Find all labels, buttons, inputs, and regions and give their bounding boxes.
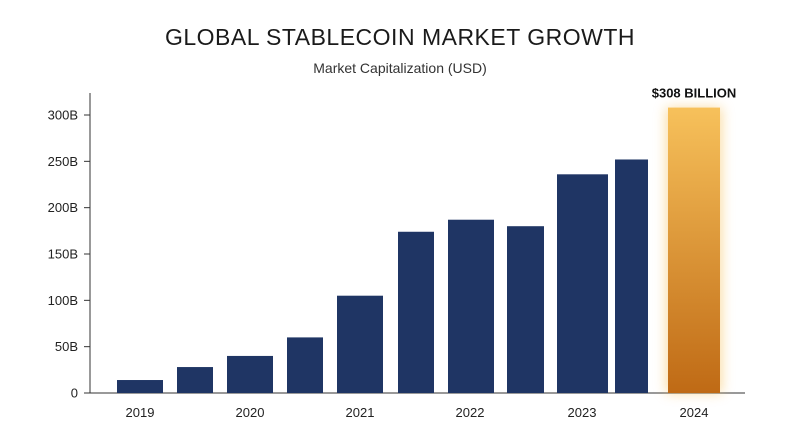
bar	[227, 355, 273, 393]
x-tick-label: 2022	[456, 405, 485, 420]
x-tick-label: 2023	[568, 405, 597, 420]
y-tick-label: 200B	[48, 200, 78, 215]
bar-annotation: $308 BILLION	[652, 86, 737, 101]
y-tick-label: 0	[71, 386, 78, 401]
y-tick-label: 250B	[48, 154, 78, 169]
bar	[615, 159, 648, 393]
bar-highlight	[668, 107, 720, 393]
chart-subtitle: Market Capitalization (USD)	[313, 60, 487, 76]
y-tick-label: 150B	[48, 247, 78, 262]
y-tick-label: 50B	[55, 339, 78, 354]
x-tick-label: 2021	[346, 405, 375, 420]
bar	[287, 337, 323, 393]
y-tick-label: 100B	[48, 293, 78, 308]
bar	[557, 174, 608, 393]
x-tick-label: 2020	[236, 405, 265, 420]
bar	[337, 295, 383, 393]
x-tick-label: 2019	[126, 405, 155, 420]
bar	[177, 367, 213, 393]
chart-title: GLOBAL STABLECOIN MARKET GROWTH	[164, 24, 636, 50]
bar	[117, 380, 163, 393]
y-tick-label: 300B	[48, 108, 78, 123]
x-tick-label: 2024	[680, 405, 709, 420]
bar	[448, 219, 494, 393]
bar	[398, 231, 434, 393]
bar	[507, 226, 544, 393]
